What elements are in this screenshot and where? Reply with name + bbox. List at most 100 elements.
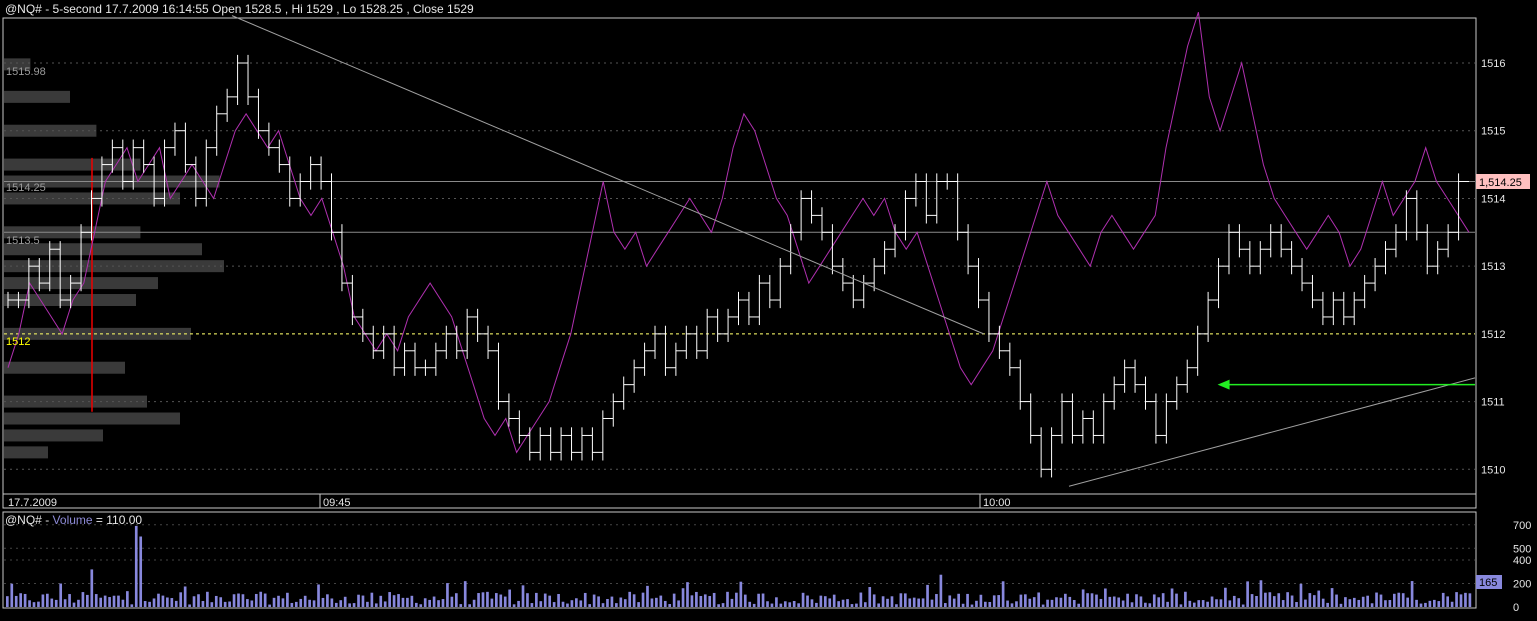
- price-tick-4: 1514: [1481, 193, 1505, 205]
- volume-bar-177: [792, 600, 796, 607]
- volume-bar-75: [339, 600, 343, 607]
- volume-bar-249: [1112, 596, 1116, 607]
- volume-bar-58: [263, 593, 267, 607]
- volume-bar-93: [419, 604, 423, 607]
- volume-bar-46: [210, 602, 214, 607]
- volume-bar-253: [1130, 602, 1134, 607]
- volume-bar-74: [334, 602, 338, 607]
- volume-bar-35: [161, 595, 165, 607]
- volume-bar-236: [1055, 597, 1058, 607]
- volume-bar-235: [1050, 599, 1054, 607]
- volume-bar-38: [174, 600, 178, 607]
- volume-bar-27: [126, 591, 129, 607]
- volume-bar-167: [748, 601, 752, 607]
- volume-bar-107: [481, 592, 485, 607]
- volume-bar-307: [1370, 603, 1374, 607]
- volume-bar-173: [775, 597, 778, 607]
- volume-bar-203: [908, 598, 912, 607]
- volume-bar-199: [890, 596, 894, 607]
- volume-bar-245: [1095, 594, 1098, 607]
- volume-bar-219: [979, 594, 983, 607]
- volume-bar-123: [552, 602, 556, 607]
- volume-bar-188: [841, 599, 845, 607]
- volume-bar-283: [1264, 592, 1267, 607]
- volume-bar-277: [1237, 598, 1241, 607]
- volume-bar-30: [139, 536, 143, 607]
- price-levels: [4, 181, 1475, 335]
- volume-bar-26: [121, 599, 125, 607]
- volume-bar-239: [1068, 596, 1072, 607]
- volume-bar-41: [188, 604, 191, 607]
- volume-bar-51: [232, 594, 236, 607]
- profile-label-middle: 1514.25: [6, 182, 46, 194]
- volume-panel-frame: [2, 511, 1477, 609]
- profile-bin-15: [4, 429, 103, 442]
- volume-bar-211: [943, 603, 947, 607]
- volume-bar-191: [855, 603, 858, 607]
- volume-bar-130: [583, 592, 587, 607]
- volume-bar-200: [895, 604, 898, 607]
- volume-bar-122: [548, 595, 552, 607]
- volume-bar-182: [815, 602, 818, 607]
- volume-bar-9: [46, 593, 49, 607]
- volume-bar-240: [1072, 600, 1076, 607]
- volume-bar-222: [992, 595, 996, 607]
- volume-bar-180: [806, 595, 809, 607]
- header-symbol: @NQ#: [5, 2, 42, 16]
- volume-bar-42: [192, 596, 196, 607]
- volume-bar-87: [392, 595, 396, 607]
- volume-bar-193: [863, 602, 867, 607]
- volume-bar-189: [846, 599, 849, 607]
- volume-bar-321: [1432, 599, 1436, 607]
- volume-bar-68: [308, 599, 311, 607]
- volume-bar-327: [1459, 594, 1463, 607]
- volume-bar-112: [503, 596, 507, 607]
- header-high-label: Hi: [291, 2, 302, 16]
- volume-bar-208: [930, 599, 934, 607]
- volume-bar-269: [1201, 600, 1205, 607]
- volume-bar-23: [108, 597, 111, 607]
- volume-bar-212: [948, 595, 952, 607]
- volume-bar-37: [170, 598, 174, 607]
- volume-bar-116: [521, 585, 525, 607]
- volume-bar-264: [1179, 604, 1183, 607]
- volume-bar-139: [623, 599, 627, 607]
- volume-bar-323: [1441, 592, 1445, 607]
- volume-bar-108: [486, 591, 489, 607]
- volume-bar-32: [148, 601, 151, 607]
- volume-bar-8: [41, 594, 45, 607]
- volume-bar-213: [952, 598, 956, 607]
- volume-bar-221: [988, 601, 992, 607]
- volume-bar-47: [214, 595, 218, 607]
- volume-bar-79: [357, 594, 360, 607]
- volume-bar-141: [632, 594, 636, 607]
- volume-bar-218: [975, 600, 978, 607]
- volume-bar-4: [23, 593, 27, 607]
- volume-bars: [6, 525, 1472, 607]
- volume-bar-224: [1001, 581, 1005, 607]
- volume-bar-241: [1077, 603, 1081, 607]
- volume-bar-18: [86, 594, 89, 607]
- volume-bar-202: [903, 593, 907, 607]
- volume-bar-288: [1286, 592, 1289, 607]
- volume-bar-297: [1326, 602, 1329, 607]
- volume-bar-289: [1290, 595, 1294, 607]
- profile-bin-1: [4, 90, 70, 103]
- last-price-tag-text: 1,514.25: [1479, 177, 1522, 189]
- header-high: 1529: [306, 2, 333, 16]
- volume-bar-176: [788, 602, 792, 607]
- volume-bar-157: [703, 594, 707, 607]
- volume-bar-210: [939, 574, 943, 607]
- volume-bar-160: [717, 604, 720, 607]
- volume-bar-262: [1170, 588, 1174, 607]
- volume-bar-126: [566, 603, 569, 607]
- volume-bar-128: [575, 598, 578, 607]
- volume-bar-204: [912, 597, 916, 607]
- volume-bar-263: [1175, 593, 1178, 607]
- volume-bar-319: [1424, 602, 1427, 607]
- volume-bar-311: [1388, 600, 1392, 607]
- volume-last-tag-text: 165: [1479, 577, 1497, 589]
- volume-bar-271: [1210, 596, 1214, 607]
- volume-bar-17: [81, 592, 85, 607]
